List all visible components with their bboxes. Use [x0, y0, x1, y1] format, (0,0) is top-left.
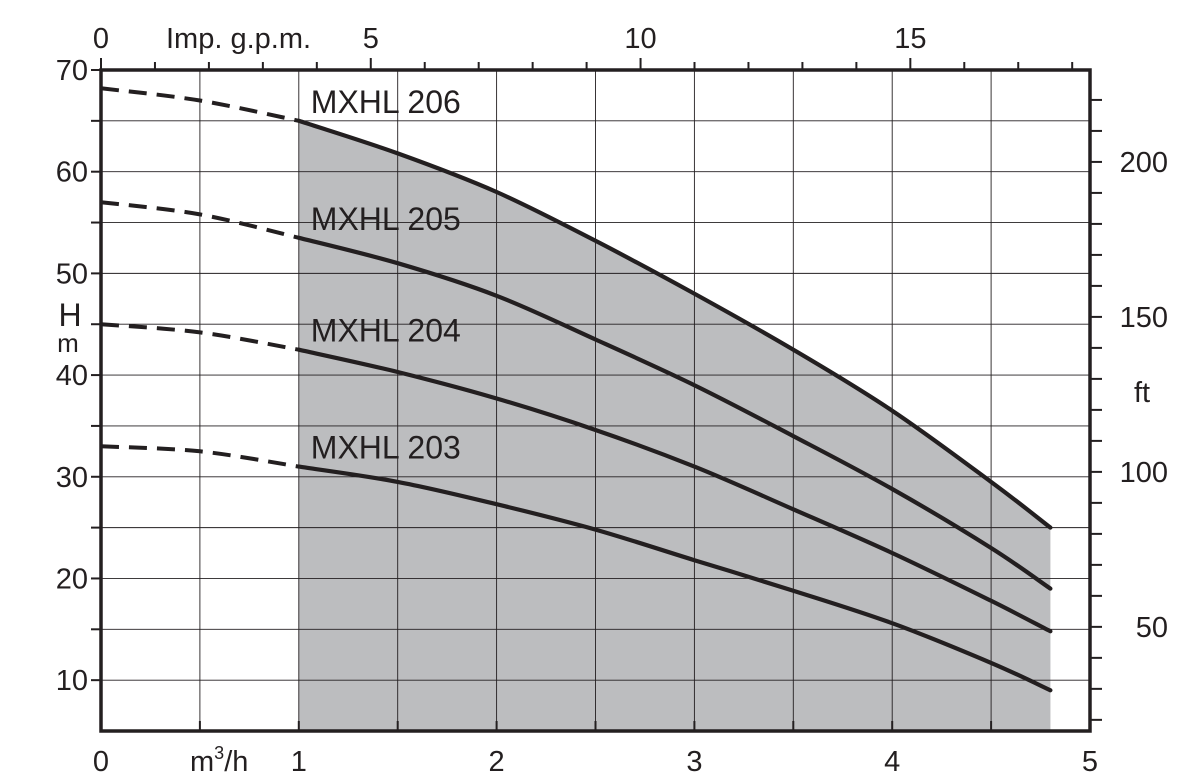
- y-tick-label: 40: [56, 360, 88, 392]
- y-axis-unit-big: H: [58, 297, 81, 333]
- series-label: MXHL 204: [311, 313, 461, 349]
- y-tick-label: 60: [56, 157, 88, 189]
- series-line-0: [296, 118, 1053, 530]
- x-tick-label: 3: [686, 746, 702, 778]
- series-line-1: [296, 235, 1053, 591]
- top-tick-label: 10: [624, 23, 656, 55]
- series-label: MXHL 205: [311, 201, 461, 237]
- x-tick-label: 0: [93, 746, 109, 778]
- right-tick-label: 50: [1136, 612, 1168, 644]
- x-axis-unit-rest: /h: [224, 746, 248, 778]
- y-tick-label: 30: [56, 462, 88, 494]
- y-tick-label: 10: [56, 665, 88, 697]
- right-axis-label: ft: [1134, 377, 1150, 409]
- x-tick-label: 2: [489, 746, 505, 778]
- x-tick-label: 1: [291, 746, 307, 778]
- x-tick-label: 5: [1082, 746, 1098, 778]
- x-axis-unit-base: m: [190, 746, 214, 778]
- x-tick-label: 4: [884, 746, 900, 778]
- x-axis-unit: m3/h: [190, 743, 248, 778]
- series-line-3: [296, 464, 1053, 693]
- series-label: MXHL 203: [311, 430, 461, 466]
- top-tick-label: 15: [894, 23, 926, 55]
- series-line-dashed-1: [100, 200, 300, 240]
- series-line-dashed-0: [100, 86, 300, 123]
- series-label: MXHL 206: [311, 84, 461, 120]
- right-tick-label: 200: [1120, 147, 1168, 179]
- series-lines: [100, 86, 1053, 693]
- axis-ticks: [91, 58, 1102, 731]
- top-tick-label: 0: [93, 23, 109, 55]
- y-axis-unit-small: m: [57, 328, 79, 358]
- right-tick-label: 100: [1120, 457, 1168, 489]
- x-axis-unit-sup: 3: [214, 743, 224, 763]
- series-line-dashed-2: [100, 322, 300, 352]
- top-tick-label: 5: [363, 23, 379, 55]
- series-line-dashed-3: [100, 444, 300, 469]
- series-line-2: [296, 347, 1053, 634]
- y-tick-label: 20: [56, 563, 88, 595]
- top-axis-label: Imp. g.p.m.: [166, 23, 311, 55]
- y-tick-label: 50: [56, 258, 88, 290]
- y-tick-label: 70: [56, 55, 88, 87]
- right-tick-label: 150: [1120, 302, 1168, 334]
